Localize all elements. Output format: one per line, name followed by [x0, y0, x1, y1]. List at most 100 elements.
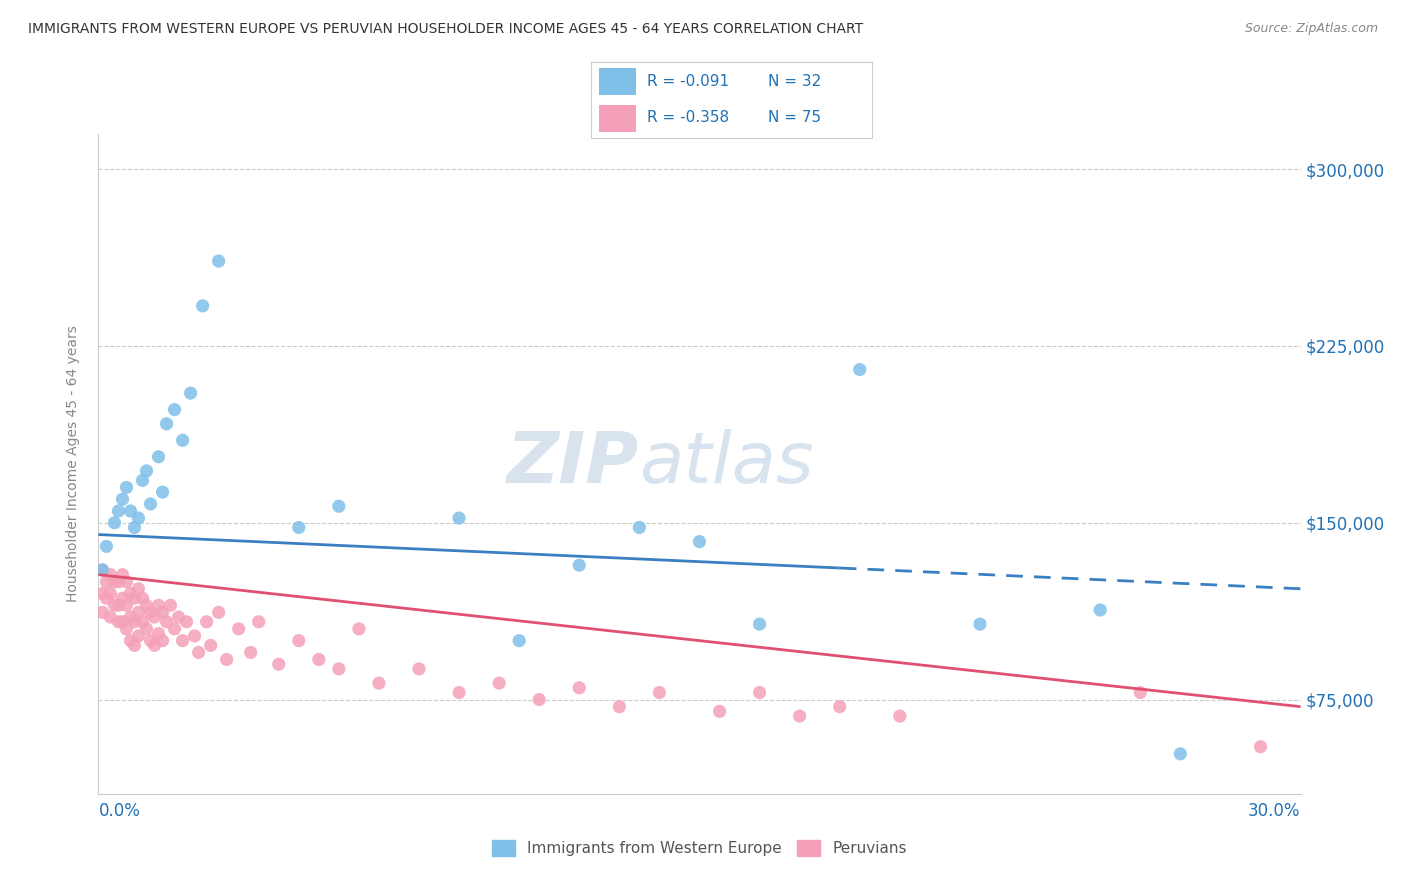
Point — [709, 705, 731, 719]
Point — [148, 450, 170, 464]
Point — [152, 485, 174, 500]
Point — [368, 676, 391, 690]
Point — [91, 563, 114, 577]
Point — [889, 709, 911, 723]
Point — [139, 497, 162, 511]
Point — [447, 511, 470, 525]
Point — [128, 629, 150, 643]
Point — [135, 622, 157, 636]
Point — [103, 599, 125, 613]
Point — [247, 615, 270, 629]
Point — [215, 652, 238, 666]
Point — [111, 492, 134, 507]
Point — [408, 662, 430, 676]
Point — [100, 586, 122, 600]
Text: atlas: atlas — [640, 429, 814, 499]
Point — [969, 617, 991, 632]
Point — [267, 657, 290, 672]
Point — [135, 464, 157, 478]
Point — [100, 610, 122, 624]
Point — [508, 633, 530, 648]
Text: R = -0.091: R = -0.091 — [647, 74, 728, 89]
Point — [100, 567, 122, 582]
Point — [568, 558, 591, 573]
Point — [143, 610, 166, 624]
Point — [96, 591, 118, 606]
Point — [124, 520, 146, 534]
Point — [152, 605, 174, 619]
Point — [115, 480, 138, 494]
Text: ZIP: ZIP — [508, 429, 640, 499]
Text: 30.0%: 30.0% — [1249, 802, 1301, 820]
Point — [328, 662, 350, 676]
Point — [328, 500, 350, 514]
Point — [111, 567, 134, 582]
Point — [128, 511, 150, 525]
Text: R = -0.358: R = -0.358 — [647, 111, 728, 125]
Point — [115, 622, 138, 636]
Point — [1088, 603, 1111, 617]
Point — [128, 605, 150, 619]
Point — [115, 599, 138, 613]
Point — [120, 504, 142, 518]
Point — [172, 633, 194, 648]
Text: 0.0%: 0.0% — [98, 802, 141, 820]
Point — [1250, 739, 1272, 754]
Point — [107, 599, 129, 613]
Point — [208, 605, 231, 619]
Point — [96, 574, 118, 589]
Point — [131, 591, 153, 606]
Point — [568, 681, 591, 695]
Point — [128, 582, 150, 596]
Point — [748, 617, 770, 632]
Point — [187, 645, 209, 659]
Point — [172, 434, 194, 448]
Point — [91, 586, 114, 600]
Point — [648, 685, 671, 699]
Text: N = 32: N = 32 — [768, 74, 821, 89]
Point — [111, 615, 134, 629]
Point — [143, 639, 166, 653]
Point — [107, 574, 129, 589]
Point — [176, 615, 198, 629]
Text: N = 75: N = 75 — [768, 111, 821, 125]
Point — [148, 626, 170, 640]
Point — [163, 402, 186, 417]
Point — [152, 633, 174, 648]
Y-axis label: Householder Income Ages 45 - 64 years: Householder Income Ages 45 - 64 years — [66, 326, 80, 602]
Point — [163, 622, 186, 636]
Point — [96, 539, 118, 553]
Point — [195, 615, 218, 629]
Point — [191, 299, 214, 313]
Point — [115, 574, 138, 589]
Legend: Immigrants from Western Europe, Peruvians: Immigrants from Western Europe, Peruvian… — [486, 834, 912, 863]
Point — [849, 362, 872, 376]
Point — [288, 520, 311, 534]
Point — [1170, 747, 1192, 761]
Point — [447, 685, 470, 699]
Point — [159, 599, 181, 613]
Point — [124, 615, 146, 629]
Point — [748, 685, 770, 699]
Point — [347, 622, 370, 636]
Point — [107, 504, 129, 518]
Point — [155, 417, 177, 431]
Point — [120, 586, 142, 600]
Point — [131, 615, 153, 629]
Point — [139, 633, 162, 648]
Point — [488, 676, 510, 690]
Point — [308, 652, 330, 666]
Point — [689, 534, 711, 549]
Point — [103, 516, 125, 530]
Point — [148, 599, 170, 613]
Point — [124, 639, 146, 653]
Point — [208, 254, 231, 268]
Text: IMMIGRANTS FROM WESTERN EUROPE VS PERUVIAN HOUSEHOLDER INCOME AGES 45 - 64 YEARS: IMMIGRANTS FROM WESTERN EUROPE VS PERUVI… — [28, 22, 863, 37]
Point — [131, 473, 153, 487]
Point — [124, 591, 146, 606]
Point — [180, 386, 202, 401]
FancyBboxPatch shape — [599, 68, 636, 95]
Point — [111, 591, 134, 606]
Point — [789, 709, 811, 723]
Point — [288, 633, 311, 648]
